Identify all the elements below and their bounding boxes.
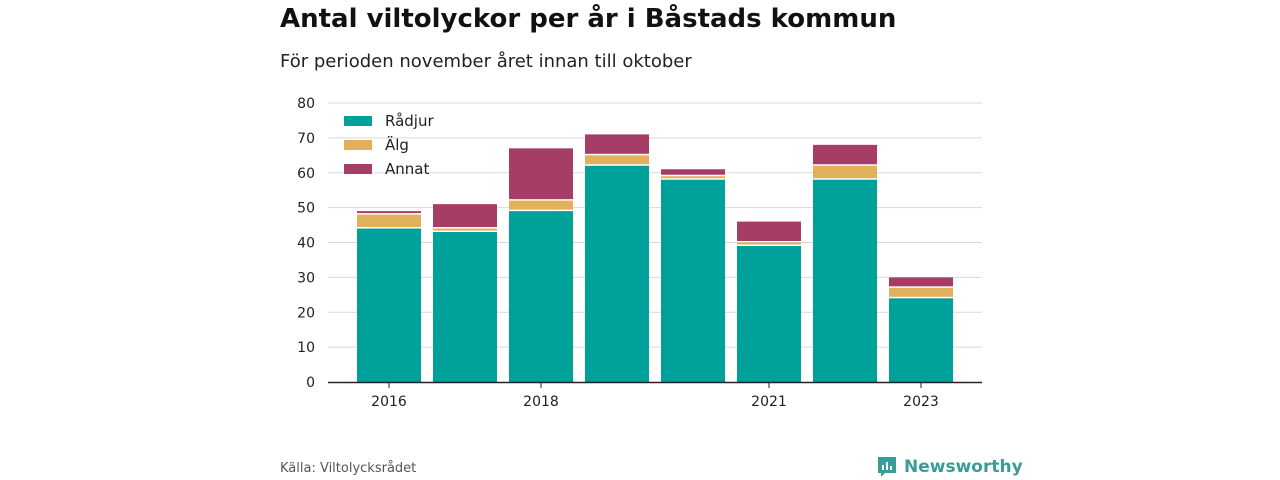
bar-segment-älg — [813, 165, 877, 179]
x-tick-label: 2021 — [751, 394, 787, 410]
bar-segment-annat — [737, 221, 801, 241]
bar-segment-annat — [433, 204, 497, 228]
legend: Rådjur Älg Annat — [344, 112, 434, 178]
y-tick-label: 50 — [297, 201, 315, 217]
bar-segment-rådjur — [357, 228, 421, 382]
newsworthy-logo-icon — [878, 457, 896, 477]
bar-segment-rådjur — [737, 245, 801, 382]
y-tick-label: 40 — [297, 236, 315, 252]
legend-label-annat: Annat — [385, 160, 429, 178]
bars — [357, 134, 953, 382]
bar-segment-rådjur — [889, 298, 953, 382]
y-tick-label: 70 — [297, 131, 315, 147]
y-axis-ticks: 0 10 20 30 40 50 60 70 80 — [297, 96, 315, 391]
bar-segment-älg — [661, 176, 725, 179]
x-axis-ticks: 2016 2018 2021 2023 — [371, 383, 939, 410]
y-tick-label: 60 — [297, 166, 315, 182]
y-tick-label: 0 — [306, 375, 315, 391]
legend-label-älg: Älg — [385, 135, 409, 154]
bar-segment-älg — [357, 214, 421, 228]
y-tick-label: 20 — [297, 305, 315, 321]
newsworthy-logo-text: Newsworthy — [904, 457, 1023, 477]
y-tick-label: 30 — [297, 270, 315, 286]
bar-segment-annat — [509, 148, 573, 200]
x-tick-label: 2016 — [371, 394, 407, 410]
chart-subtitle: För perioden november året innan till ok… — [280, 51, 692, 72]
bar-segment-annat — [813, 144, 877, 165]
source-note: Källa: Viltolycksrådet — [280, 461, 417, 476]
stacked-bar-chart: 0 10 20 30 40 50 60 70 80 2016 2018 2021 2023 Rådju… — [297, 96, 982, 410]
bar-segment-rådjur — [661, 179, 725, 382]
bar-segment-älg — [585, 155, 649, 165]
bar-segment-annat — [889, 277, 953, 287]
y-tick-label: 10 — [297, 340, 315, 356]
bar-segment-rådjur — [813, 179, 877, 382]
bar-segment-annat — [357, 211, 421, 214]
legend-swatch-älg — [344, 140, 372, 150]
bar-segment-älg — [737, 242, 801, 245]
bar-segment-rådjur — [585, 165, 649, 382]
y-tick-label: 80 — [297, 96, 315, 112]
x-tick-label: 2023 — [903, 394, 939, 410]
bar-segment-annat — [661, 169, 725, 175]
legend-label-rådjur: Rådjur — [385, 112, 434, 130]
bar-segment-älg — [889, 287, 953, 297]
bar-segment-älg — [509, 200, 573, 210]
bar-segment-rådjur — [433, 232, 497, 382]
newsworthy-logo: Newsworthy — [876, 455, 1023, 479]
x-tick-label: 2018 — [523, 394, 559, 410]
bar-segment-rådjur — [509, 211, 573, 382]
bar-segment-annat — [585, 134, 649, 154]
legend-swatch-rådjur — [344, 116, 372, 126]
chart-title: Antal viltolyckor per år i Båstads kommu… — [280, 4, 897, 34]
bar-segment-älg — [433, 228, 497, 231]
grid-lines — [328, 102, 982, 348]
legend-swatch-annat — [344, 164, 372, 174]
